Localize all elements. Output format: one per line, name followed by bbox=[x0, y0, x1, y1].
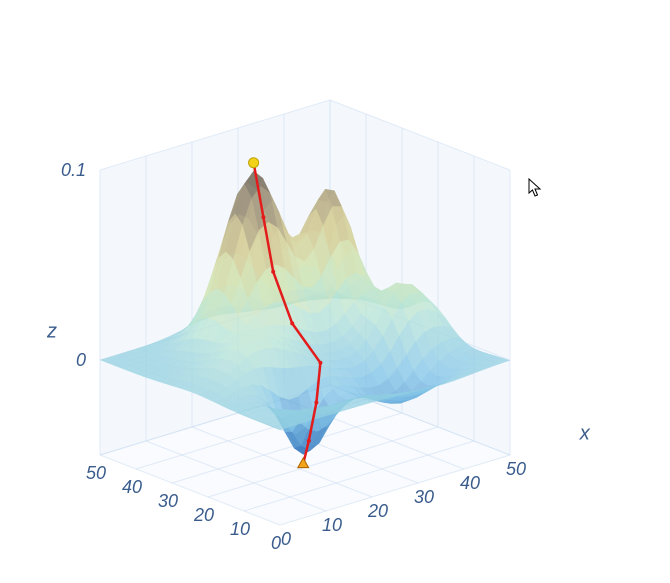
x-tick-label: 30 bbox=[414, 487, 434, 507]
trajectory-start-marker bbox=[249, 158, 259, 168]
y-tick-label: 20 bbox=[193, 505, 214, 525]
x-tick-label: 10 bbox=[322, 515, 342, 535]
z-axis-label: z bbox=[46, 321, 57, 343]
z-tick-label: 0 bbox=[76, 350, 86, 370]
x-tick-label: 40 bbox=[460, 473, 480, 493]
surface-plot-3d[interactable]: { "chart": { "type": "surface3d", "backg… bbox=[0, 0, 670, 583]
x-axis-label: x bbox=[579, 422, 591, 444]
y-tick-label: 40 bbox=[122, 477, 142, 497]
z-tick-label: 0.1 bbox=[61, 160, 86, 180]
y-tick-label: 0 bbox=[271, 533, 281, 553]
x-tick-label: 50 bbox=[506, 459, 526, 479]
y-tick-label: 30 bbox=[158, 491, 178, 511]
surface-plot-svg[interactable]: 0 10 20 30 40 50 0 10 20 30 40 50 0 0.1 x z bbox=[0, 0, 670, 583]
y-tick-label: 10 bbox=[230, 519, 250, 539]
x-tick-label: 20 bbox=[367, 501, 388, 521]
x-tick-label: 0 bbox=[281, 529, 291, 549]
y-tick-label: 50 bbox=[86, 463, 106, 483]
